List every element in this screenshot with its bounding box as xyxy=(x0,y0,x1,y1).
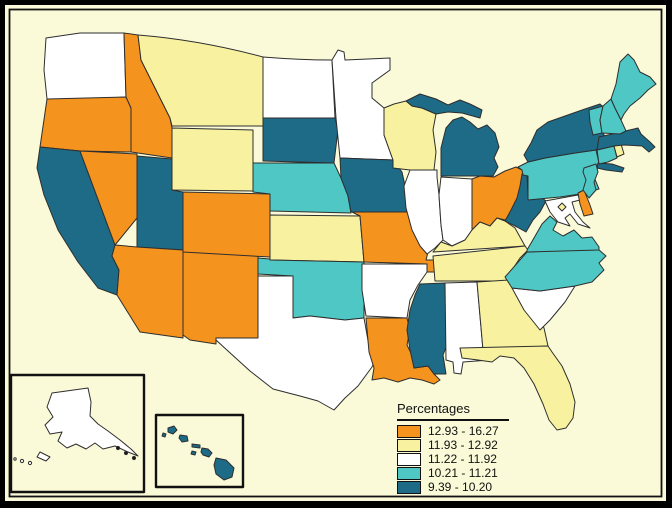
state-CO[interactable] xyxy=(182,191,271,258)
state-MT[interactable] xyxy=(137,34,264,127)
hawaii-lanai[interactable] xyxy=(190,450,197,456)
state-NE[interactable] xyxy=(252,162,352,214)
legend-label-2: 11.22 - 11.92 xyxy=(428,452,497,466)
legend-swatch-2 xyxy=(397,453,421,466)
legend-label-0: 12.93 - 16.27 xyxy=(428,424,499,438)
state-MI-upper[interactable] xyxy=(405,93,483,119)
legend-item-1: 11.93 - 12.92 xyxy=(397,439,517,452)
aleutian-island xyxy=(19,458,25,464)
state-ND[interactable] xyxy=(262,56,336,119)
legend-swatch-3 xyxy=(397,467,421,480)
alexander-archipelago-island xyxy=(131,455,137,461)
state-OR[interactable] xyxy=(39,96,132,153)
state-VA[interactable] xyxy=(526,215,600,253)
state-MA[interactable] xyxy=(596,127,656,153)
legend-label-3: 10.21 - 11.21 xyxy=(428,466,498,480)
legend-label-1: 11.93 - 12.92 xyxy=(428,438,498,452)
hawaii-molokai[interactable] xyxy=(191,443,201,449)
legend-title: Percentages xyxy=(397,401,470,416)
alexander-archipelago-island xyxy=(123,450,129,456)
hawaii-oahu[interactable] xyxy=(178,434,189,443)
state-AR[interactable] xyxy=(361,263,428,319)
legend-items: 12.93 - 16.27 11.93 - 12.92 11.22 - 11.92 1… xyxy=(397,425,517,494)
legend-swatch-0 xyxy=(397,425,421,438)
hawaii-maui[interactable] xyxy=(200,447,213,458)
state-NM[interactable] xyxy=(182,249,259,345)
legend-label-4: 9.39 - 10.20 xyxy=(428,480,493,494)
state-WY[interactable] xyxy=(171,127,254,192)
state-DC[interactable] xyxy=(557,202,567,212)
state-KS[interactable] xyxy=(269,214,365,263)
legend-item-3: 10.21 - 11.21 xyxy=(397,467,517,480)
state-AK[interactable] xyxy=(44,387,139,457)
hawaii-niihau[interactable] xyxy=(161,432,167,438)
state-SD[interactable] xyxy=(262,117,339,164)
map-neatline xyxy=(8,8,663,498)
legend-item-0: 12.93 - 16.27 xyxy=(397,425,517,438)
state-MI-lower[interactable] xyxy=(440,116,500,177)
state-KY[interactable] xyxy=(432,217,526,253)
hawaii-kauai[interactable] xyxy=(167,425,178,435)
legend-swatch-1 xyxy=(397,439,421,452)
legend-swatch-4 xyxy=(397,481,421,494)
state-ME[interactable] xyxy=(610,53,657,121)
legend-item-2: 11.22 - 11.92 xyxy=(397,453,517,466)
legend-divider xyxy=(397,419,509,421)
legend-item-4: 9.39 - 10.20 xyxy=(397,481,517,494)
state-LA[interactable] xyxy=(365,317,441,385)
legend: Percentages 12.93 - 16.27 11.93 - 12.92 11… xyxy=(397,401,517,495)
state-MD[interactable] xyxy=(544,194,591,229)
state-WA[interactable] xyxy=(43,32,127,102)
aleutian-island xyxy=(13,457,17,461)
alexander-archipelago-island xyxy=(115,445,121,451)
aleutian-island xyxy=(27,460,33,466)
state-TX[interactable] xyxy=(215,275,377,411)
state-IL[interactable] xyxy=(403,169,444,255)
state-IN[interactable] xyxy=(438,176,473,247)
alaska-peninsula[interactable] xyxy=(36,451,51,462)
hawaii-big-island[interactable] xyxy=(213,457,235,481)
state-FL[interactable] xyxy=(459,345,576,431)
